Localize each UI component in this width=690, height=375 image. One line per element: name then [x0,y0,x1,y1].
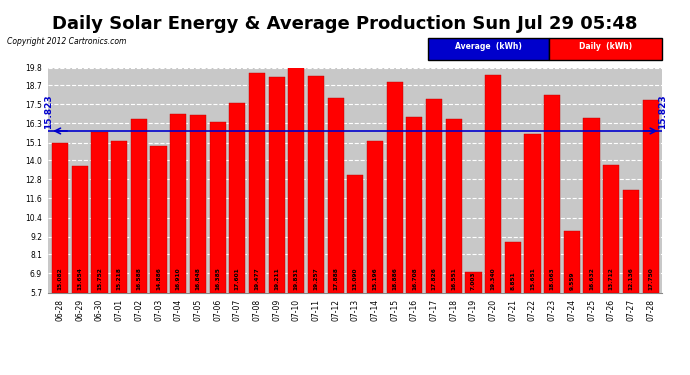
Bar [91,132,108,292]
Text: 15.823: 15.823 [43,95,53,129]
Text: 16.708: 16.708 [412,267,417,290]
Bar [150,146,166,292]
Text: 16.588: 16.588 [137,267,141,290]
Text: 15.218: 15.218 [117,267,121,290]
Bar [485,75,501,292]
Text: 14.886: 14.886 [156,267,161,290]
Bar [288,67,304,292]
Bar [268,77,285,292]
Text: 15.651: 15.651 [530,267,535,290]
Bar [52,143,68,292]
Text: 13.654: 13.654 [77,267,82,290]
Text: Average  (kWh): Average (kWh) [455,42,522,51]
Text: Daily Solar Energy & Average Production Sun Jul 29 05:48: Daily Solar Energy & Average Production … [52,15,638,33]
Bar [564,231,580,292]
Text: 13.090: 13.090 [353,268,358,290]
Text: Copyright 2012 Cartronics.com: Copyright 2012 Cartronics.com [7,38,126,46]
Bar [367,141,383,292]
Bar [505,242,521,292]
Bar [584,118,600,292]
Bar [170,114,186,292]
Bar [406,117,422,292]
Bar [446,119,462,292]
Bar [328,98,344,292]
Bar [111,141,127,292]
Text: 16.551: 16.551 [451,267,456,290]
Text: 17.888: 17.888 [333,267,338,290]
Bar [642,100,659,292]
Text: 17.601: 17.601 [235,267,239,290]
Text: 15.823: 15.823 [658,95,667,129]
Text: 15.082: 15.082 [57,267,63,290]
Text: 16.848: 16.848 [195,267,200,290]
Text: 19.340: 19.340 [491,267,495,290]
Bar [210,122,226,292]
Text: 15.752: 15.752 [97,267,102,290]
Text: 16.385: 16.385 [215,267,220,290]
Text: 19.211: 19.211 [274,267,279,290]
Text: 18.063: 18.063 [550,267,555,290]
Bar [465,272,482,292]
Text: 15.196: 15.196 [373,267,377,290]
Bar [249,73,265,292]
Text: Daily  (kWh): Daily (kWh) [579,42,632,51]
Text: 19.257: 19.257 [313,267,319,290]
Text: 13.712: 13.712 [609,267,613,290]
Bar [524,134,540,292]
Text: 19.831: 19.831 [294,267,299,290]
Bar [347,175,364,292]
Text: 18.886: 18.886 [392,267,397,290]
Text: 17.750: 17.750 [648,267,653,290]
Text: 7.003: 7.003 [471,272,476,290]
Bar [386,82,403,292]
Text: 12.136: 12.136 [629,267,633,290]
Text: 8.851: 8.851 [511,272,515,290]
Bar [72,166,88,292]
Bar [544,95,560,292]
Bar [229,103,246,292]
Text: 9.559: 9.559 [569,272,574,290]
Bar [426,99,442,292]
Text: 16.910: 16.910 [176,267,181,290]
Text: 19.477: 19.477 [255,267,259,290]
Bar [131,119,147,292]
Bar [308,76,324,292]
Bar [623,190,639,292]
Text: 17.826: 17.826 [431,267,437,290]
Bar [603,165,620,292]
Text: 16.632: 16.632 [589,267,594,290]
Bar [190,115,206,292]
